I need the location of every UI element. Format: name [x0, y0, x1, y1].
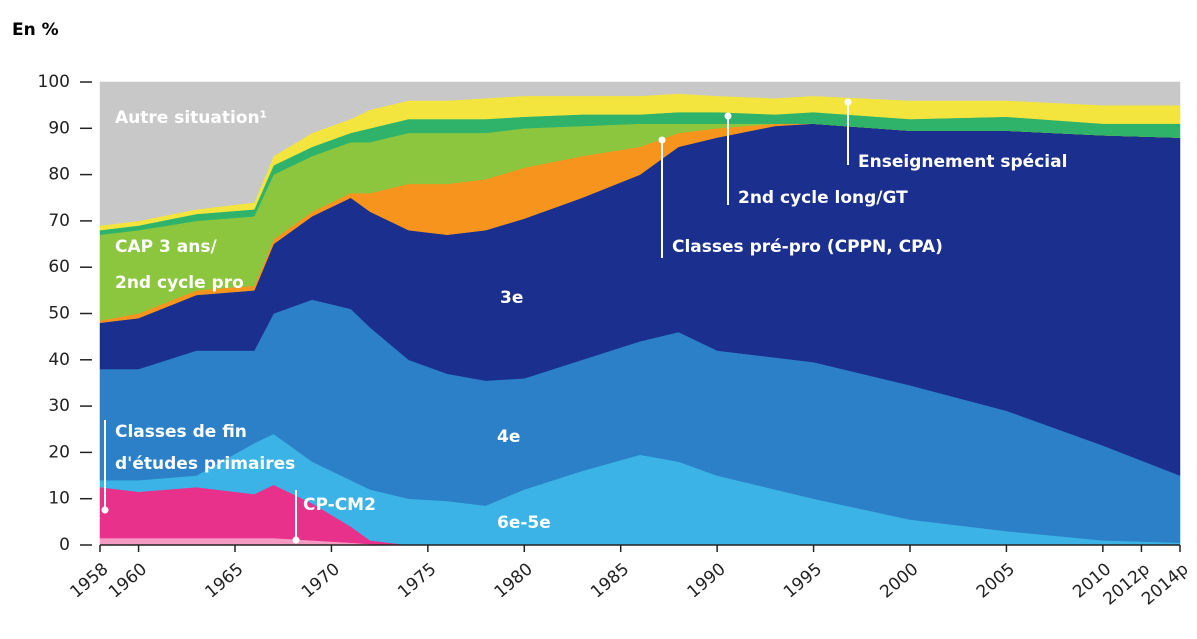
leader-dot [844, 98, 852, 106]
leader-dot [101, 506, 109, 514]
x-tick-label: 1990 [684, 559, 730, 602]
x-tick-label: 2005 [973, 559, 1019, 602]
x-tick-label: 1985 [587, 559, 633, 602]
annotation: 2nd cycle long/GT [738, 188, 908, 208]
y-tick-label: 0 [59, 535, 70, 555]
x-tick-label: 2000 [876, 559, 922, 602]
annotation: Classes pré-pro (CPPN, CPA) [672, 237, 943, 257]
annotation: 2nd cycle pro [115, 273, 244, 293]
x-tick-label: 1960 [105, 559, 151, 602]
annotation: Enseignement spécial [858, 152, 1067, 172]
y-tick-label: 20 [48, 442, 70, 462]
y-tick-label: 50 [48, 304, 70, 324]
annotation: CAP 3 ans/ [115, 237, 217, 257]
y-tick-label: 60 [48, 257, 70, 277]
annotation: Autre situation¹ [115, 108, 267, 128]
areas [99, 81, 1181, 546]
y-tick-label: 40 [48, 350, 70, 370]
x-tick-label: 1975 [394, 559, 440, 602]
y-axis-label: En % [12, 20, 59, 40]
annotation: 4e [497, 427, 520, 447]
x-tick-label: 1965 [201, 559, 247, 602]
annotation: 6e-5e [497, 513, 551, 533]
annotation: Classes de fin [115, 422, 247, 442]
annotation: CP-CM2 [303, 495, 376, 515]
x-tick-label: 1970 [298, 559, 344, 602]
y-tick-label: 80 [48, 165, 70, 185]
y-tick-label: 70 [48, 211, 70, 231]
x-tick-label: 1995 [780, 559, 826, 602]
y-tick-label: 30 [48, 396, 70, 416]
y-tick-label: 90 [48, 118, 70, 138]
annotation: d'études primaires [115, 454, 295, 474]
leader-dot [658, 136, 666, 144]
annotation: 3e [500, 288, 523, 308]
leader-dot [724, 112, 732, 120]
y-tick-label: 10 [48, 489, 70, 509]
x-tick-label: 1958 [66, 559, 112, 602]
leader-dot [292, 536, 300, 544]
area [99, 81, 1181, 226]
y-tick-label: 100 [38, 72, 70, 92]
x-tick-label: 1980 [491, 559, 537, 602]
